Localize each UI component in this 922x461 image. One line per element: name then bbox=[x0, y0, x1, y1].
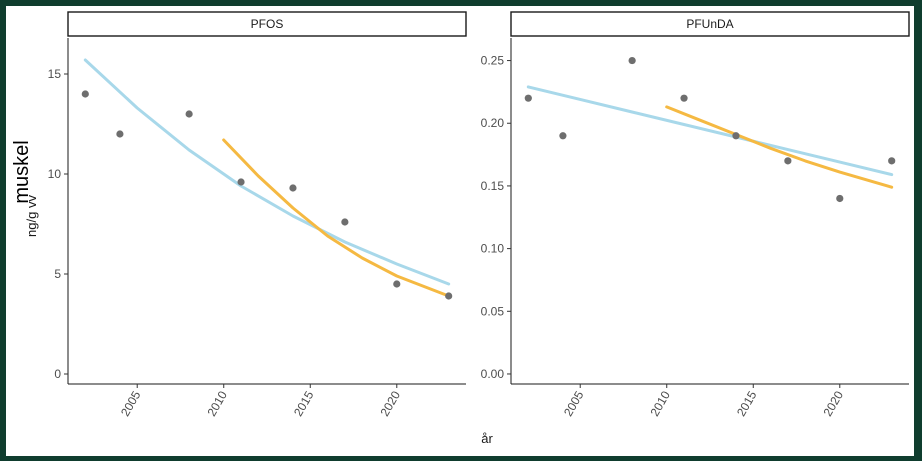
y-axis-title: ng/g vv bbox=[24, 195, 39, 237]
x-axis-title: år bbox=[481, 431, 493, 446]
x-tick-label-pfunda: 2010 bbox=[647, 388, 673, 418]
x-tick-label-pfunda: 2005 bbox=[561, 388, 587, 418]
y-tick-label-pfunda: 0.20 bbox=[481, 116, 505, 130]
panel-pfunda: PFUnDA 0.00 0.05 0.10 0.15 0.20 0.25 2005 2010 20… bbox=[481, 11, 910, 419]
data-point-pfos bbox=[341, 218, 349, 226]
y-tick-label-pfunda: 0.25 bbox=[481, 54, 505, 68]
data-point-pfunda bbox=[784, 157, 792, 165]
strip-label-pfunda: PFUnDA bbox=[686, 17, 733, 31]
x-tick-label-pfos: 2020 bbox=[378, 388, 404, 418]
x-tick-label-pfos: 2010 bbox=[204, 388, 230, 418]
figure: PFOS 0 5 10 15 2005 2010 2015 2020 PFUnDA 0.00 0.05… bbox=[6, 6, 914, 456]
x-tick-label-pfunda: 2020 bbox=[821, 388, 847, 418]
data-point-pfos bbox=[185, 110, 193, 118]
trend-short-pfos bbox=[222, 138, 451, 298]
y-tick-label-pfos: 5 bbox=[54, 267, 61, 281]
y-tick-label-pfos: 10 bbox=[48, 167, 62, 181]
panel-pfos: PFOS 0 5 10 15 2005 2010 2015 2020 bbox=[48, 11, 467, 419]
data-point-pfunda bbox=[559, 132, 567, 140]
data-point-pfunda bbox=[732, 132, 740, 140]
data-point-pfos bbox=[81, 90, 89, 98]
trend-short-pfunda bbox=[665, 105, 894, 189]
y-tick-label-pfunda: 0.15 bbox=[481, 179, 505, 193]
data-point-pfos bbox=[116, 130, 124, 138]
data-point-pfunda bbox=[836, 194, 844, 203]
data-point-pfunda bbox=[524, 94, 532, 102]
x-tick-label-pfos: 2015 bbox=[291, 388, 317, 418]
x-tick-label-pfos: 2005 bbox=[118, 388, 144, 418]
data-point-pfos bbox=[237, 178, 245, 186]
y-tick-label-pfos: 15 bbox=[48, 67, 62, 81]
y-tick-label-pfunda: 0.05 bbox=[481, 304, 505, 318]
data-point-pfos bbox=[393, 280, 401, 288]
strip-pfunda bbox=[510, 11, 910, 37]
trend-long-pfunda bbox=[526, 85, 894, 177]
strip-pfos bbox=[67, 11, 467, 37]
x-tick-label-pfunda: 2015 bbox=[734, 388, 760, 418]
data-point-pfos bbox=[289, 184, 297, 192]
y-tick-label-pfunda: 0.00 bbox=[481, 367, 505, 381]
data-point-pfos bbox=[445, 292, 453, 300]
trend-long-pfos bbox=[83, 58, 451, 286]
data-point-pfunda bbox=[628, 56, 636, 65]
data-point-pfunda bbox=[680, 94, 688, 102]
y-tick-label-pfos: 0 bbox=[54, 367, 61, 381]
data-point-pfunda bbox=[888, 157, 896, 165]
y-tick-label-pfunda: 0.10 bbox=[481, 242, 505, 256]
overlay-label: muskel bbox=[11, 140, 33, 203]
strip-label-pfos: PFOS bbox=[251, 17, 284, 31]
chart-svg: PFOS 0 5 10 15 2005 2010 2015 2020 PFUnDA 0.00 0.05… bbox=[11, 11, 910, 446]
